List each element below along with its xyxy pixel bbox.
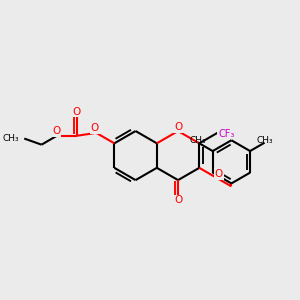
Text: CF₃: CF₃ [218, 129, 235, 139]
Text: O: O [174, 122, 182, 132]
Text: O: O [174, 195, 182, 206]
Text: CH₃: CH₃ [256, 136, 273, 145]
Text: O: O [73, 106, 81, 116]
Text: O: O [91, 123, 99, 133]
Text: CH₃: CH₃ [2, 134, 19, 143]
Text: CH₃: CH₃ [190, 136, 206, 145]
Text: O: O [214, 169, 223, 179]
Text: O: O [52, 126, 60, 136]
